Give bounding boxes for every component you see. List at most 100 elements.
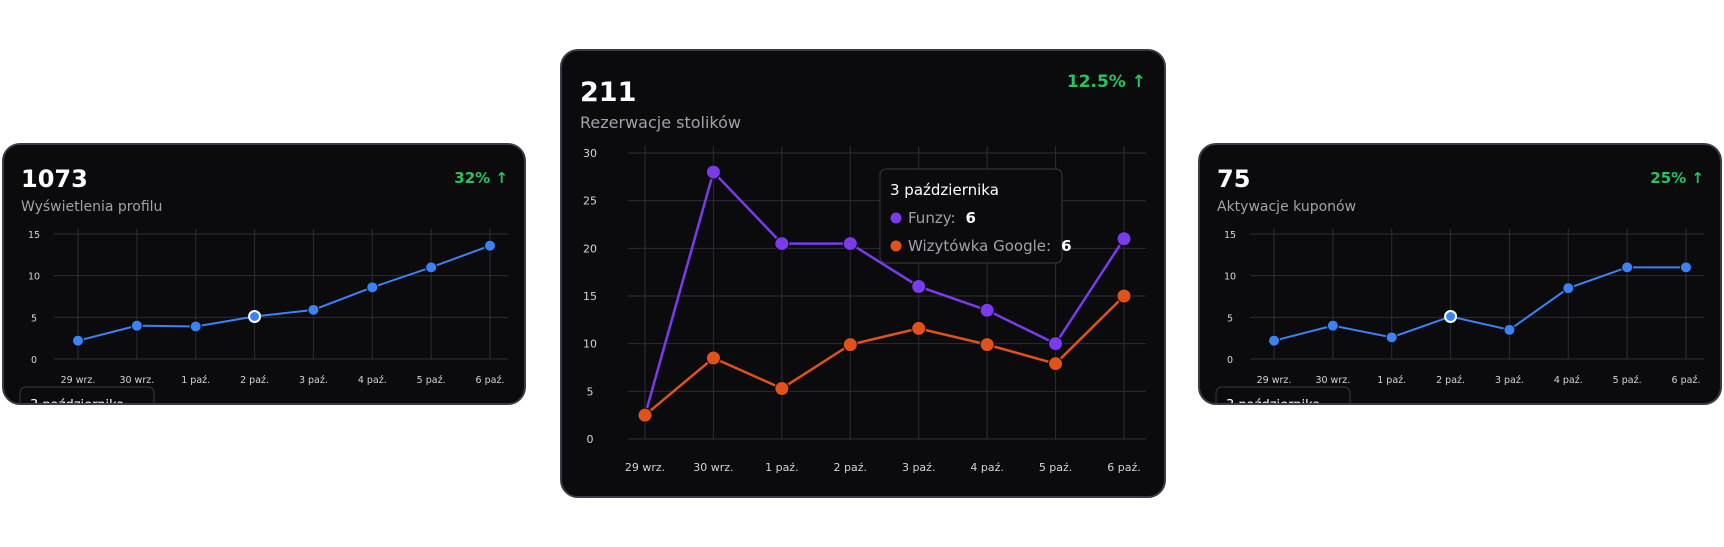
point	[911, 320, 927, 336]
point	[1268, 334, 1280, 347]
x-tick-label: 4 paź.	[358, 375, 387, 386]
x-tick-label: 5 paź.	[1039, 461, 1073, 474]
point	[130, 319, 143, 332]
point	[774, 380, 790, 396]
tooltip-box	[19, 386, 155, 403]
x-tick-label: 30 wrz.	[1315, 375, 1350, 386]
point	[1385, 331, 1398, 344]
x-tick-label: 1 paź.	[181, 375, 210, 386]
x-tick-label: 29 wrz.	[625, 461, 665, 474]
x-tick-label: 29 wrz.	[1257, 375, 1292, 386]
y-tick-label: 15	[583, 290, 597, 303]
point	[1680, 261, 1692, 274]
x-tick-label: 3 paź.	[902, 461, 936, 474]
point	[425, 261, 438, 274]
tooltip-box	[879, 168, 1063, 264]
x-tick-label: 30 wrz.	[693, 461, 733, 474]
point	[72, 334, 84, 347]
tooltip-title: 3 października	[30, 398, 124, 403]
big-number: 75	[1217, 165, 1250, 193]
tooltip-value: 6	[966, 209, 976, 227]
x-tick-label: 6 paź.	[1672, 375, 1701, 386]
point	[1621, 261, 1634, 274]
x-tick-label: 1 paź.	[1377, 375, 1406, 386]
point	[637, 407, 653, 423]
x-tick-label: 1 paź.	[765, 461, 799, 474]
point	[1562, 282, 1575, 295]
line	[644, 295, 1125, 417]
x-tick-label: 29 wrz.	[61, 375, 96, 386]
x-tick-label: 3 paź.	[1495, 375, 1524, 386]
point	[705, 350, 721, 366]
chart: 75 Aktywacje kuponów 25% ↑ 0 5 10 15 29 wrz. 30 …	[1215, 165, 1704, 403]
tooltip-swatch	[890, 240, 902, 252]
point	[366, 281, 379, 294]
tooltip-title: 3 października	[890, 181, 999, 199]
point	[842, 236, 858, 252]
change: 12.5% ↑	[1067, 72, 1146, 92]
x-tick-label: 2 paź.	[240, 375, 269, 386]
y-tick-label: 30	[583, 147, 597, 160]
line	[77, 244, 491, 342]
y-tick-label: 15	[1224, 230, 1236, 241]
point	[1048, 356, 1064, 372]
tooltip-value: 6	[1061, 237, 1071, 255]
tooltip: 3 października Funzy: 6 Wizytówka Google: 6	[879, 168, 1072, 264]
point	[307, 303, 320, 316]
line	[643, 169, 1126, 416]
x-tick-label: 4 paź.	[970, 461, 1004, 474]
point	[189, 320, 202, 333]
point	[1503, 323, 1516, 336]
y-tick-label: 0	[31, 355, 37, 366]
big-number: 211	[580, 77, 636, 108]
change: 32% ↑	[454, 169, 508, 187]
point	[911, 278, 927, 294]
y-tick-label: 20	[583, 242, 597, 255]
x-tick-label: 6 paź.	[1107, 461, 1141, 474]
x-tick-label: 3 paź.	[299, 375, 328, 386]
subtitle: Wyświetlenia profilu	[21, 199, 162, 215]
big-number: 1073	[21, 165, 88, 193]
point	[705, 164, 721, 180]
x-tick-label: 5 paź.	[417, 375, 446, 386]
x-tick-label: 2 paź.	[834, 461, 868, 474]
point	[842, 337, 858, 353]
tooltip-box	[1215, 386, 1351, 403]
point	[484, 239, 496, 252]
point	[1116, 231, 1132, 247]
tooltip: 3 października	[1215, 386, 1351, 403]
tooltip-label: Funzy:	[908, 209, 956, 227]
y-tick-label: 10	[28, 272, 40, 283]
x-tick-label: 4 paź.	[1554, 375, 1583, 386]
y-tick-label: 5	[31, 313, 37, 324]
y-tick-label: 15	[28, 230, 40, 241]
y-tick-label: 0	[1227, 355, 1233, 366]
point	[248, 310, 262, 323]
point	[979, 337, 995, 353]
point	[1116, 288, 1132, 304]
point	[1048, 336, 1064, 352]
chart-card: 211 Rezerwacje stolików 12.5% ↑ 0 5 10 15 20 25 3…	[560, 49, 1166, 498]
point	[979, 302, 995, 318]
subtitle: Rezerwacje stolików	[580, 113, 741, 132]
y-tick-label: 25	[583, 195, 597, 208]
chart: 1073 Wyświetlenia profilu 32% ↑ 0 5 10 15 29 wr…	[19, 165, 508, 403]
y-tick-label: 0	[587, 433, 594, 446]
tooltip-swatch	[890, 212, 902, 224]
tooltip-title: 3 października	[1226, 398, 1320, 403]
line	[1273, 266, 1686, 342]
y-tick-label: 5	[1227, 313, 1233, 324]
chart-card: 75 Aktywacje kuponów 25% ↑ 0 5 10 15 29 wrz. 30 …	[1198, 143, 1722, 405]
point	[774, 236, 790, 252]
x-tick-label: 30 wrz.	[119, 375, 154, 386]
point	[1326, 319, 1339, 332]
y-tick-label: 10	[1224, 272, 1236, 283]
y-tick-label: 10	[583, 338, 597, 351]
subtitle: Aktywacje kuponów	[1217, 199, 1356, 215]
x-tick-label: 5 paź.	[1613, 375, 1642, 386]
chart-card: 1073 Wyświetlenia profilu 32% ↑ 0 5 10 15 29 wr…	[2, 143, 526, 405]
change: 25% ↑	[1650, 169, 1704, 187]
x-tick-label: 2 paź.	[1436, 375, 1465, 386]
y-tick-label: 5	[587, 385, 594, 398]
chart: 211 Rezerwacje stolików 12.5% ↑ 0 5 10 15 20 25 3…	[580, 72, 1146, 474]
